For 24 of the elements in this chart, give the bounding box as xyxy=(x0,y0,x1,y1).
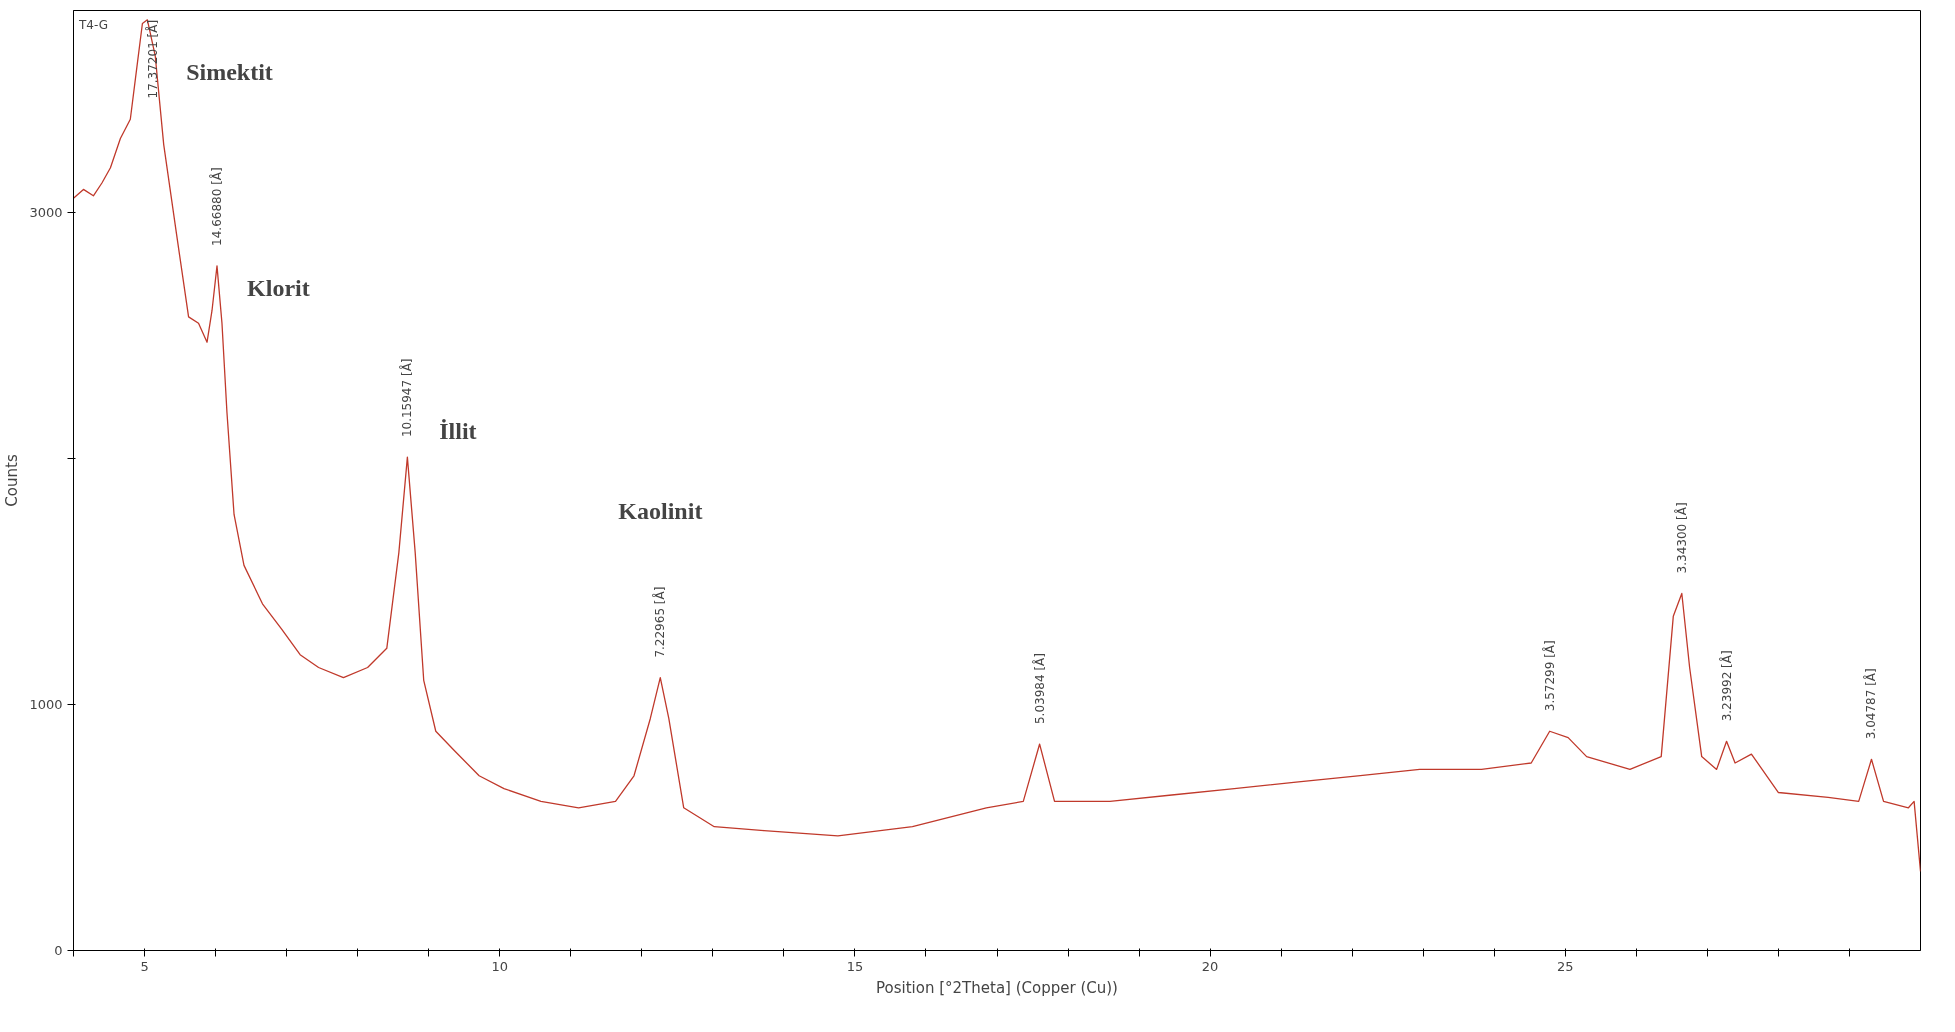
annotation: 3.34300 [Å] xyxy=(1673,502,1689,574)
annotation: T4-G xyxy=(78,17,109,32)
annotation: Kaolinit xyxy=(618,497,703,524)
y-axis-title: Counts xyxy=(3,454,22,507)
annotation: 5.03984 [Å] xyxy=(1031,653,1047,725)
annotation: 3.57299 [Å] xyxy=(1541,640,1557,712)
y-tick-label: 3000 xyxy=(29,204,63,220)
annotation: 17.37201 [Å] xyxy=(145,19,161,99)
annotation: 3.23992 [Å] xyxy=(1718,650,1734,722)
x-tick-label: 5 xyxy=(140,958,149,974)
annotation: 7.22965 [Å] xyxy=(652,586,668,658)
x-tick-label: 15 xyxy=(846,958,864,974)
x-axis-title: Position [°2Theta] (Copper (Cu)) xyxy=(876,978,1118,997)
y-tick-label: 0 xyxy=(54,943,63,958)
x-tick-label: 25 xyxy=(1557,958,1574,974)
annotation: 3.04787 [Å] xyxy=(1863,668,1879,740)
x-tick-label: 20 xyxy=(1201,958,1219,974)
x-tick-label: 10 xyxy=(491,958,509,974)
annotation: Simektit xyxy=(186,58,273,85)
annotation: 14.66880 [Å] xyxy=(209,167,224,246)
annotation: Klorit xyxy=(247,274,310,301)
y-tick-label: 1000 xyxy=(29,696,63,712)
annotation: 10.15947 [Å] xyxy=(399,358,415,438)
annotation: İllit xyxy=(439,417,477,444)
